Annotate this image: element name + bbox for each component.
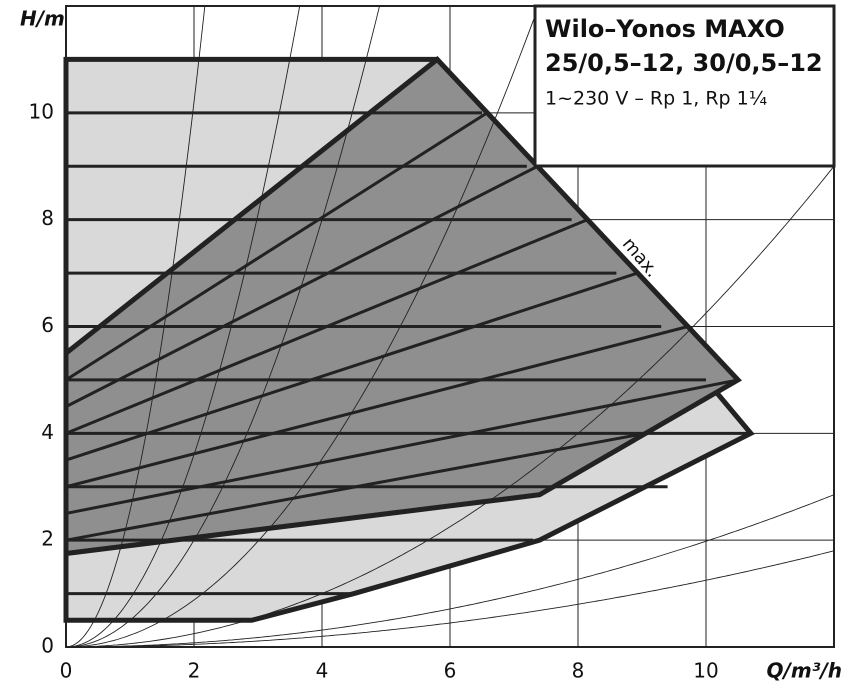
x-tick-label: 2 bbox=[188, 659, 201, 683]
dp-variable-line bbox=[65, 271, 638, 462]
system-curve bbox=[66, 6, 540, 647]
system-curve bbox=[66, 165, 834, 647]
plot-frame bbox=[65, 5, 835, 648]
dp-variable-line bbox=[65, 325, 689, 489]
y-tick-label: 2 bbox=[41, 527, 54, 551]
dp-variable-line bbox=[65, 431, 647, 542]
y-tick-label: 8 bbox=[41, 206, 54, 230]
y-tick-label: 6 bbox=[41, 313, 54, 337]
chart-subtitle: 25/0,5–12, 30/0,5–12 bbox=[545, 49, 823, 77]
system-curve bbox=[66, 6, 206, 647]
x-tick-label: 10 bbox=[693, 659, 718, 683]
x-axis-label: Q/m³/h bbox=[767, 659, 842, 683]
dp-variable-line bbox=[65, 111, 488, 382]
system-curve bbox=[66, 6, 301, 647]
system-curve bbox=[66, 550, 834, 647]
y-axis-label: H/m bbox=[20, 7, 65, 31]
y-tick-label: 4 bbox=[41, 420, 54, 444]
system-curve bbox=[66, 494, 834, 647]
dp-variable-line bbox=[65, 378, 739, 515]
y-tick-label: 0 bbox=[41, 634, 54, 658]
chart-note: 1~230 V – Rp 1, Rp 1¼ bbox=[545, 88, 767, 110]
x-tick-label: 6 bbox=[444, 659, 457, 683]
x-tick-label: 0 bbox=[60, 659, 73, 683]
x-tick-label: 4 bbox=[316, 659, 329, 683]
x-tick-label: 8 bbox=[572, 659, 585, 683]
chart-title: Wilo–Yonos MAXO bbox=[545, 15, 785, 43]
y-tick-label: 10 bbox=[29, 99, 54, 123]
title-box bbox=[533, 4, 836, 168]
system-curve bbox=[66, 6, 380, 647]
dp-variable-line bbox=[65, 164, 539, 408]
dp-variable-line bbox=[65, 58, 439, 355]
